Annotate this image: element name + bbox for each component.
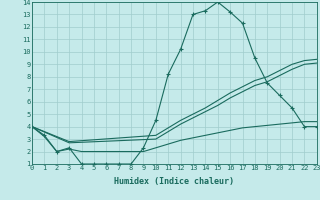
X-axis label: Humidex (Indice chaleur): Humidex (Indice chaleur) (115, 177, 234, 186)
